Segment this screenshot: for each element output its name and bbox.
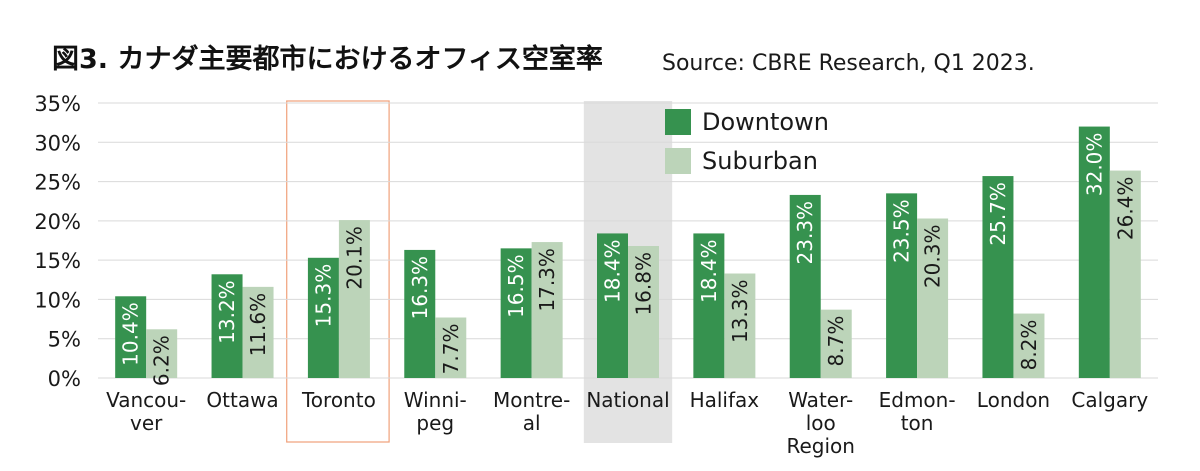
data-label-suburban: 20.3% (921, 225, 945, 289)
bar-suburban (1109, 170, 1141, 378)
legend-downtown-swatch (665, 109, 691, 135)
data-label-downtown: 32.0% (1082, 133, 1106, 197)
data-label-suburban: 7.7% (439, 324, 463, 375)
data-label-downtown: 10.4% (119, 302, 143, 366)
chart-source: Source: CBRE Research, Q1 2023. (662, 51, 1035, 76)
data-label-suburban: 13.3% (728, 280, 752, 344)
bar-suburban (820, 309, 852, 378)
data-label-downtown: 16.5% (504, 254, 528, 318)
x-tick-label: loo (806, 411, 836, 435)
data-label-suburban: 26.4% (1113, 177, 1137, 241)
data-label-suburban: 8.2% (1017, 320, 1041, 371)
bar-downtown (500, 248, 532, 378)
x-tick-label: Vancou- (106, 388, 186, 412)
x-tick-label: London (977, 388, 1050, 412)
data-label-downtown: 23.5% (890, 199, 914, 263)
y-tick-label: 30% (34, 131, 81, 155)
bar-downtown (693, 233, 725, 378)
x-tick-label: National (586, 388, 669, 412)
x-tick-label: Halifax (690, 388, 760, 412)
bar-suburban (242, 286, 274, 378)
x-tick-label: ton (901, 411, 934, 435)
data-label-downtown: 15.3% (311, 264, 335, 328)
data-label-downtown: 23.3% (793, 201, 817, 265)
x-tick-label: Calgary (1071, 388, 1148, 412)
bar-downtown (597, 233, 628, 378)
data-label-downtown: 18.4% (697, 239, 721, 303)
data-label-suburban: 11.6% (246, 293, 270, 357)
bar-downtown (115, 296, 147, 378)
y-tick-label: 10% (34, 288, 81, 312)
data-label-downtown: 18.4% (601, 239, 625, 303)
y-tick-label: 5% (48, 328, 81, 352)
x-tick-label: Montre- (493, 388, 570, 412)
data-label-downtown: 16.3% (408, 256, 432, 320)
y-tick-label: 35% (34, 92, 81, 116)
data-label-suburban: 20.1% (342, 226, 366, 290)
x-tick-label: Water- (788, 388, 853, 412)
x-tick-label: ver (130, 411, 163, 435)
data-label-suburban: 8.7% (824, 316, 848, 367)
bar-downtown (1078, 126, 1110, 378)
x-tick-label: Region (786, 434, 854, 458)
bar-downtown (982, 176, 1014, 378)
x-tick-label: al (523, 411, 541, 435)
data-label-suburban: 6.2% (150, 335, 174, 386)
bar-downtown (307, 257, 339, 378)
data-label-suburban: 16.8% (632, 252, 656, 316)
bar-suburban (724, 273, 756, 378)
y-tick-label: 20% (34, 210, 81, 234)
bar-downtown (886, 193, 918, 378)
data-label-suburban: 17.3% (535, 248, 559, 312)
bar-downtown (789, 194, 821, 378)
bar-suburban (531, 242, 563, 378)
bar-downtown (211, 274, 243, 378)
y-tick-label: 15% (34, 249, 81, 273)
legend-downtown-label: Downtown (702, 108, 829, 136)
chart-title: 図3. カナダ主要都市におけるオフィス空室率 (52, 43, 603, 75)
x-tick-label: Winni- (404, 388, 467, 412)
bar-suburban (628, 246, 659, 378)
x-tick-label: peg (416, 411, 454, 435)
bar-suburban (917, 218, 949, 378)
legend-suburban-label: Suburban (702, 147, 818, 175)
y-tick-label: 25% (34, 171, 81, 195)
bar-suburban (435, 317, 467, 378)
data-label-downtown: 25.7% (986, 182, 1010, 246)
bar-suburban (1013, 313, 1045, 378)
legend-suburban-swatch (665, 148, 691, 174)
y-tick-label: 0% (48, 367, 81, 391)
x-tick-label: Toronto (301, 388, 376, 412)
chart-legend: Downtown Suburban (665, 108, 829, 175)
bar-suburban (338, 220, 370, 378)
toronto-highlight-outline (286, 100, 390, 443)
bar-suburban (146, 329, 178, 378)
bar-downtown (404, 249, 436, 378)
x-tick-label: Ottawa (206, 388, 278, 412)
x-tick-label: Edmon- (879, 388, 956, 412)
data-label-downtown: 13.2% (215, 280, 239, 344)
